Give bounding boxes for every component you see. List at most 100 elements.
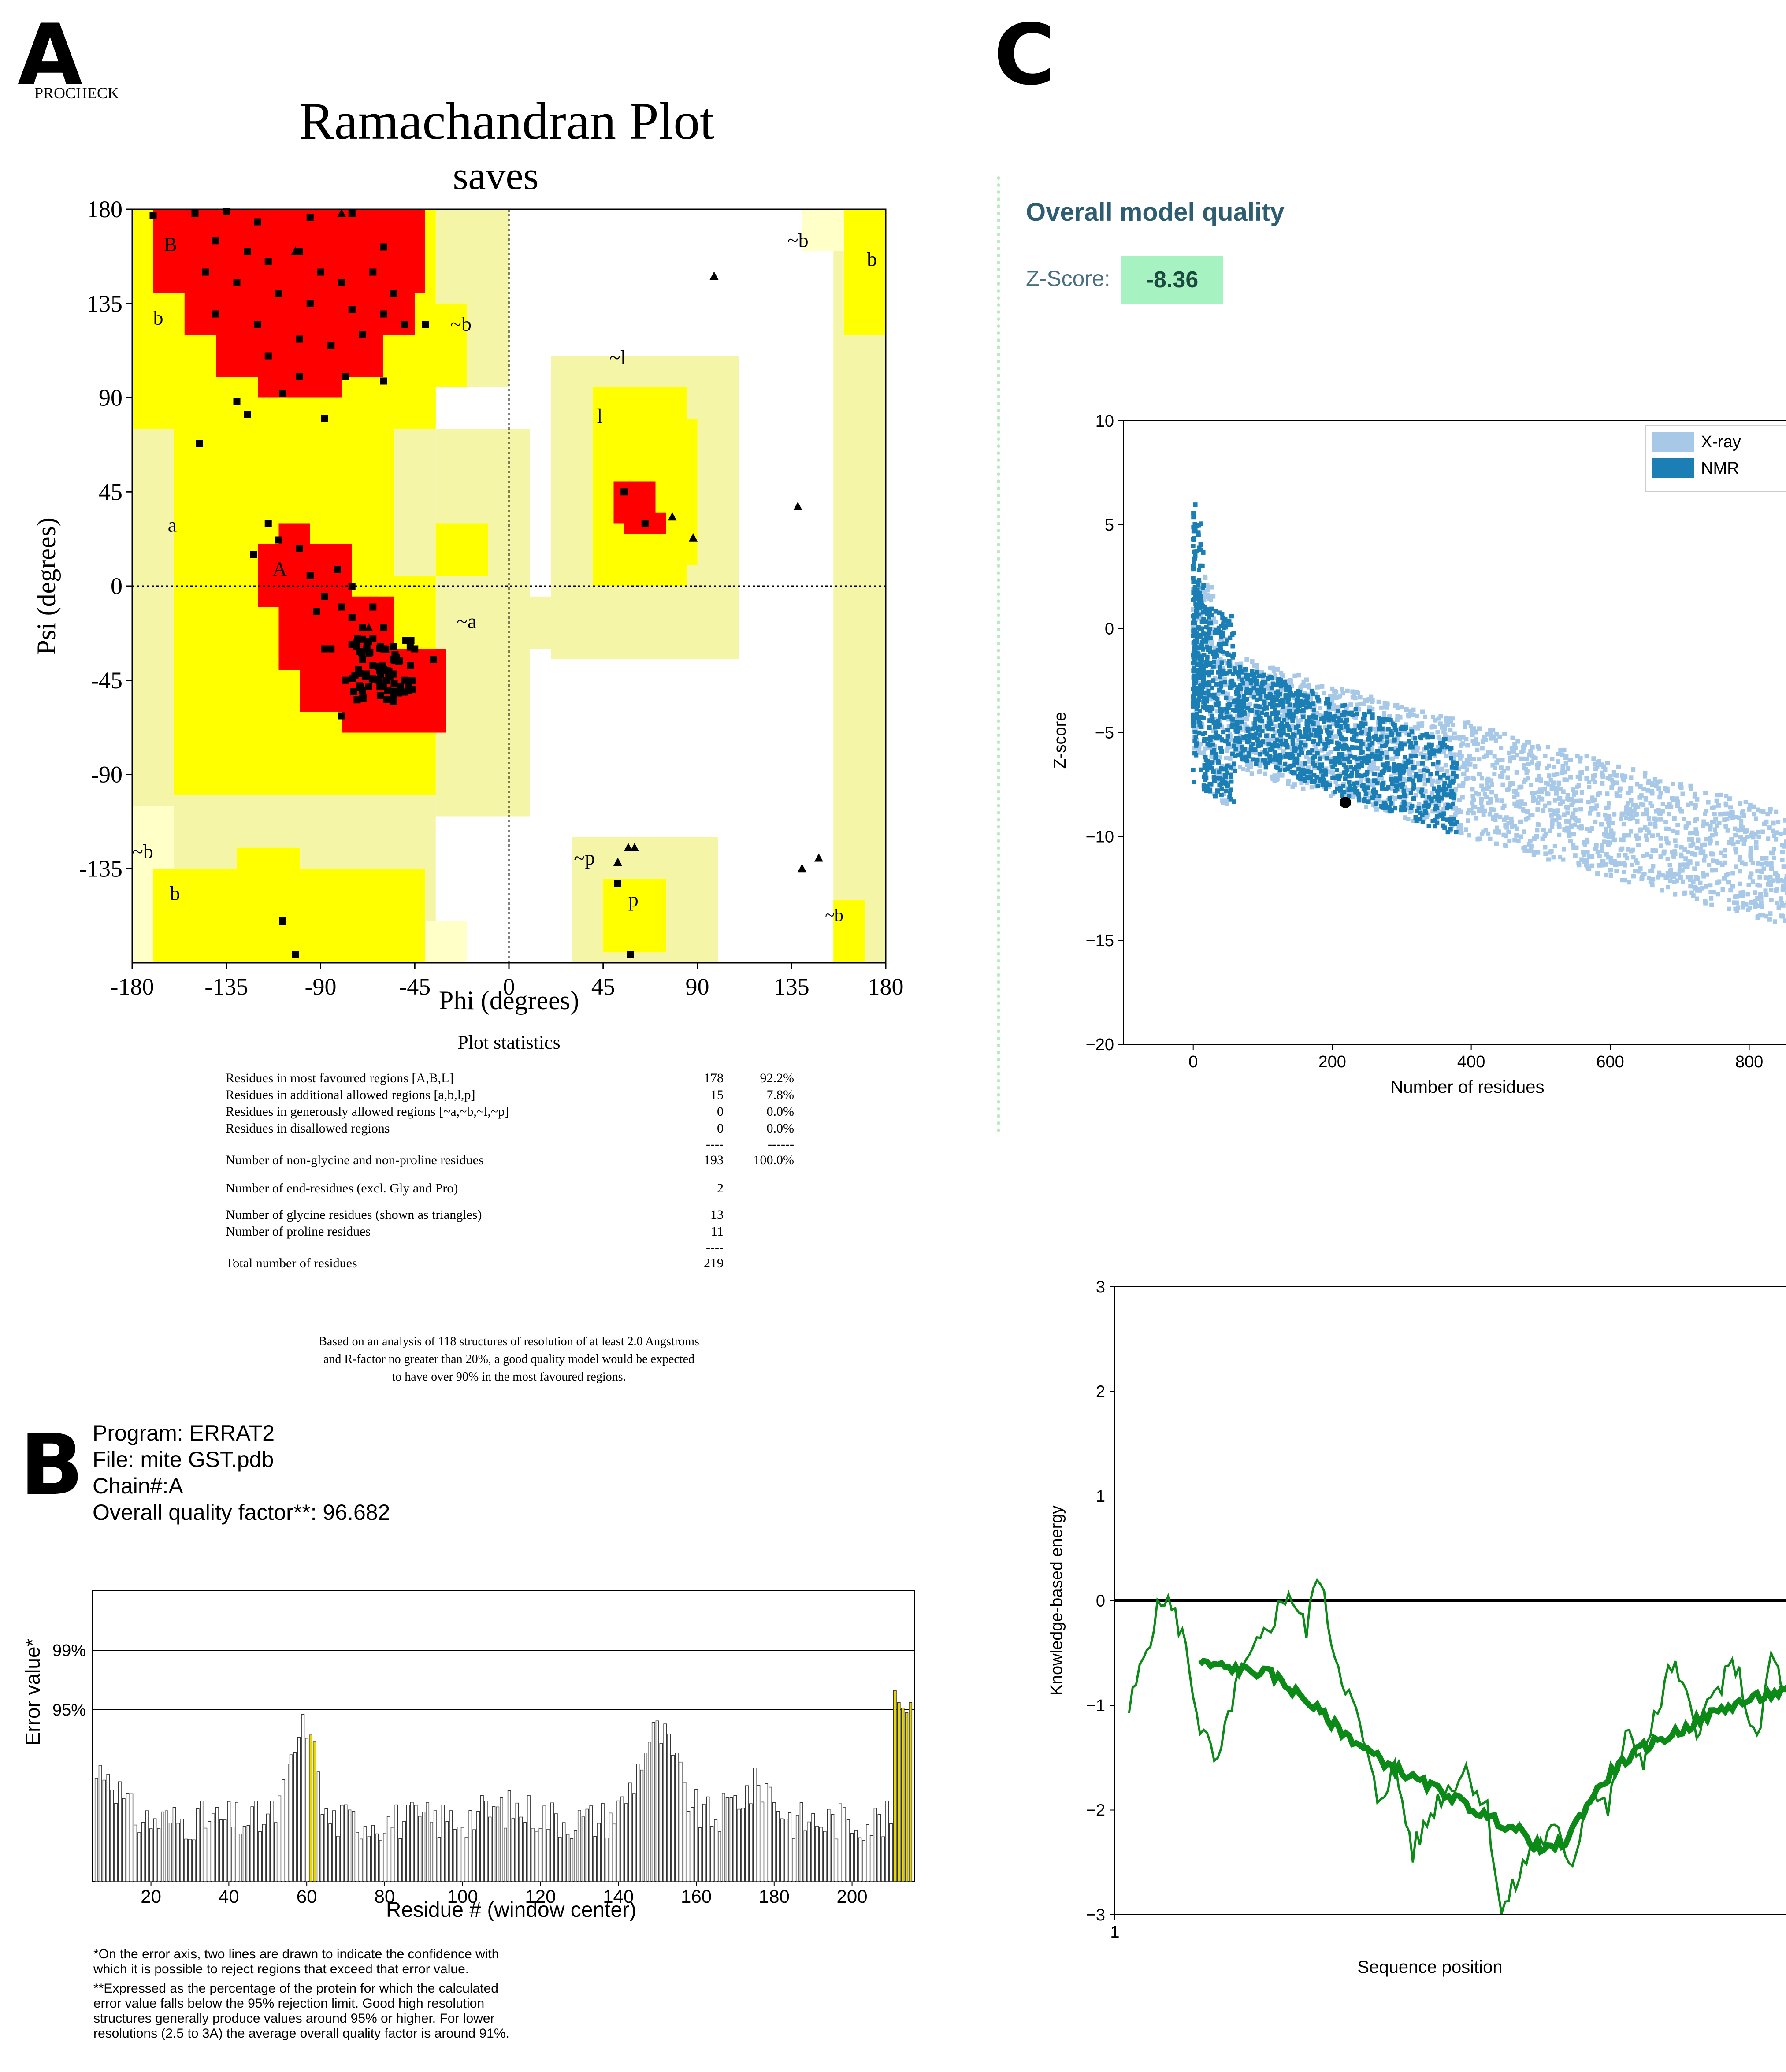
nmr-point [1217, 769, 1222, 774]
xray-point [1471, 776, 1476, 781]
nmr-point [1219, 684, 1224, 689]
xray-point [1641, 854, 1646, 858]
xray-point [1564, 828, 1569, 833]
xray-point [1395, 740, 1400, 745]
nmr-point [1449, 789, 1454, 794]
xray-point [1622, 774, 1627, 779]
nmr-point [1244, 687, 1249, 692]
xray-point [1438, 721, 1443, 726]
xray-point [1303, 683, 1308, 688]
errat-bar [305, 1738, 309, 1882]
errat-bar [137, 1832, 141, 1882]
xray-point [1228, 731, 1233, 736]
xray-point [1621, 822, 1626, 827]
nmr-point [1423, 800, 1428, 805]
nmr-point [1194, 608, 1199, 613]
xray-point [1408, 726, 1413, 731]
nmr-point [1192, 729, 1197, 734]
energy-plot: 12193210−1−2−3 Sequence position Knowled… [1047, 1278, 1786, 1977]
x-tick-label: 160 [681, 1886, 712, 1907]
nmr-point [1427, 755, 1432, 760]
xray-point [1552, 798, 1557, 803]
errat-bar [441, 1805, 445, 1882]
nmr-point [1210, 735, 1215, 739]
xray-point [1512, 838, 1517, 843]
errat-bar [114, 1803, 118, 1882]
errat-bars [94, 1690, 913, 1882]
nmr-point [1264, 706, 1269, 711]
xray-point [1654, 783, 1659, 788]
nmr-point [1365, 770, 1370, 775]
nmr-point [1194, 594, 1199, 599]
xray-point [1436, 768, 1441, 772]
xray-point [1701, 871, 1705, 876]
xray-point [1595, 871, 1600, 876]
nmr-point [1355, 757, 1359, 762]
nmr-point [1214, 649, 1218, 654]
xray-point [1273, 730, 1277, 735]
nmr-point [1408, 759, 1413, 764]
xray-point [1267, 737, 1272, 742]
nmr-point [1196, 530, 1201, 535]
xray-point [1560, 799, 1565, 804]
xray-point [1659, 843, 1663, 848]
region-generous [132, 670, 164, 712]
nmr-point [1233, 747, 1238, 752]
nmr-point [1318, 734, 1322, 739]
xray-point [1234, 662, 1239, 667]
xray-point [1688, 843, 1693, 848]
xray-point [1627, 880, 1632, 885]
xray-point [1753, 890, 1758, 895]
xray-point [1622, 869, 1626, 874]
xray-point [1630, 803, 1635, 808]
stats-row: Residues in additional allowed regions [… [226, 1088, 887, 1104]
glycine-point [624, 843, 633, 851]
nmr-point [1272, 757, 1277, 762]
nmr-point [1199, 674, 1204, 679]
nmr-point [1244, 758, 1249, 762]
errat-bar [765, 1783, 769, 1882]
nmr-point [1232, 799, 1236, 804]
xray-point [1562, 847, 1567, 852]
nmr-point [1229, 678, 1234, 683]
nmr-point [1354, 769, 1359, 774]
nmr-point [1432, 786, 1437, 791]
xray-point [1775, 877, 1780, 882]
nmr-point [1221, 650, 1225, 654]
residue-point [353, 696, 361, 704]
residue-point [359, 656, 366, 663]
xray-point [1191, 623, 1196, 628]
nmr-point [1302, 771, 1307, 776]
xray-point [1600, 781, 1605, 786]
xray-point [1527, 752, 1532, 757]
xray-point [1560, 764, 1565, 769]
nmr-point [1344, 745, 1349, 750]
xray-point [1202, 590, 1207, 595]
nmr-point [1200, 672, 1205, 677]
xray-point [1693, 803, 1698, 808]
xray-point [1653, 809, 1658, 814]
xray-point [1444, 784, 1449, 789]
xray-point [1540, 836, 1545, 841]
xray-point [1280, 753, 1285, 758]
xray-point [1384, 705, 1389, 710]
xray-point [1253, 713, 1258, 718]
xray-point [1379, 776, 1384, 780]
nmr-point [1199, 640, 1204, 645]
xray-point [1395, 706, 1400, 710]
region-allowed [435, 523, 488, 576]
nmr-point [1451, 792, 1456, 797]
errat-bar [780, 1818, 784, 1882]
xray-point [1603, 767, 1608, 772]
nmr-point [1377, 794, 1382, 798]
xray-point [1297, 765, 1302, 769]
xray-point [1436, 716, 1441, 721]
errat-bar [430, 1822, 433, 1882]
xray-point [1366, 728, 1370, 733]
xray-point [1474, 791, 1478, 796]
xray-point [1750, 861, 1755, 865]
nmr-point [1425, 769, 1430, 773]
xray-point [1565, 765, 1570, 770]
stats-note-line: and R-factor no greater than 20%, a good… [323, 1352, 695, 1366]
xray-point [1514, 791, 1519, 796]
